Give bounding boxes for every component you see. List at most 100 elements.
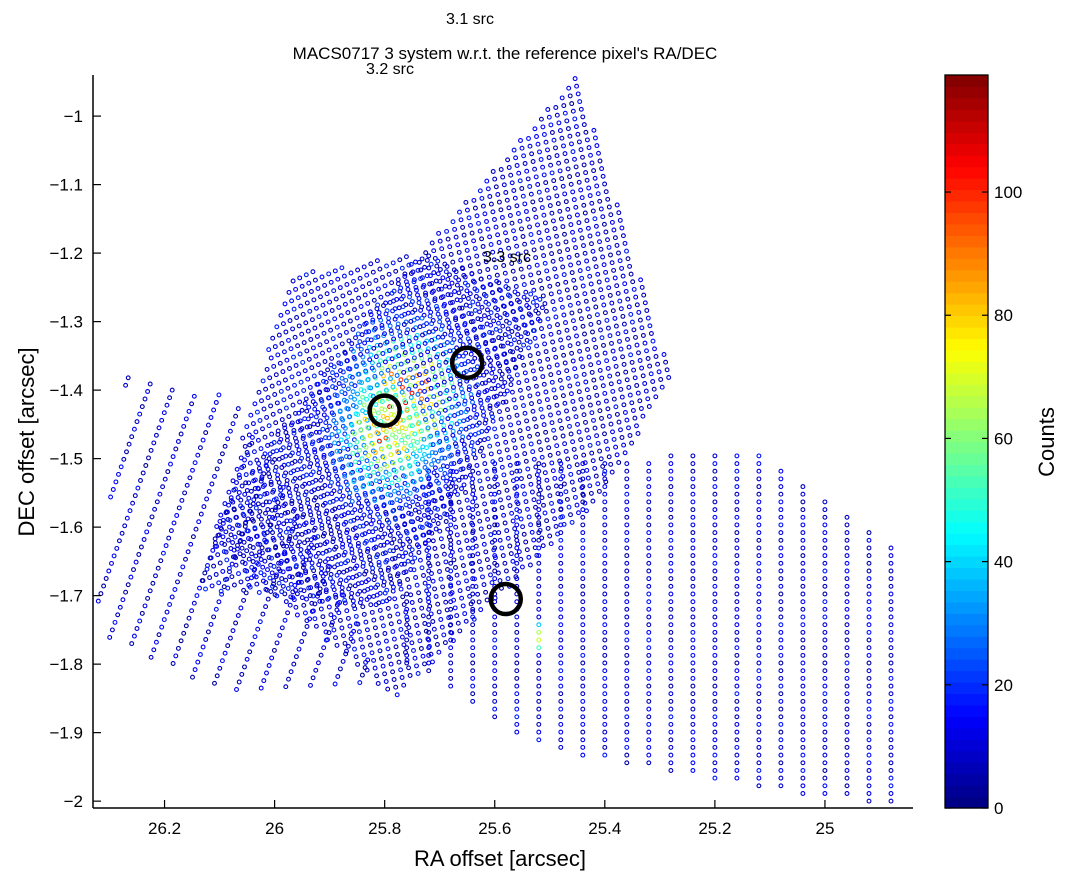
data-point — [306, 545, 312, 551]
data-point — [445, 236, 451, 242]
data-point — [285, 509, 291, 515]
data-point — [690, 606, 696, 612]
data-point — [437, 319, 443, 325]
data-point — [475, 470, 481, 476]
data-point — [457, 305, 463, 311]
data-point — [564, 287, 570, 293]
data-point — [386, 525, 392, 531]
data-point — [515, 297, 520, 303]
data-point — [134, 419, 140, 425]
data-point — [486, 301, 492, 307]
data-point — [459, 314, 465, 319]
data-point — [431, 626, 437, 632]
data-point — [298, 506, 304, 512]
data-point — [354, 363, 359, 369]
data-point — [570, 398, 576, 404]
data-point — [646, 484, 652, 490]
data-point — [426, 491, 432, 497]
data-point — [630, 279, 636, 285]
colorbar-tick-label: 20 — [994, 676, 1013, 695]
data-point — [375, 334, 381, 340]
data-point — [629, 440, 635, 446]
data-point — [163, 543, 169, 549]
data-point — [222, 650, 228, 656]
data-point — [359, 332, 365, 338]
data-point — [616, 210, 622, 216]
data-point — [443, 435, 449, 441]
data-point — [605, 325, 611, 331]
data-point — [240, 435, 246, 441]
data-point — [800, 683, 806, 689]
data-point — [866, 606, 872, 612]
data-point — [570, 439, 576, 445]
data-point — [690, 545, 696, 551]
data-point — [778, 668, 784, 674]
data-point — [190, 534, 196, 540]
data-point — [334, 496, 340, 502]
data-point — [734, 752, 740, 758]
data-point — [351, 278, 356, 284]
data-point — [203, 586, 208, 592]
data-point — [390, 338, 396, 344]
data-point — [492, 560, 498, 566]
data-point — [337, 581, 343, 587]
data-point — [318, 294, 323, 300]
data-point — [844, 591, 850, 597]
data-point — [635, 390, 641, 396]
data-point — [524, 378, 530, 384]
x-axis-ticks: 26.2 26 25.8 25.6 25.4 25.2 25 — [148, 800, 834, 838]
data-point — [555, 241, 561, 247]
data-point — [342, 425, 348, 431]
data-point — [396, 429, 402, 435]
data-point — [427, 273, 433, 279]
data-point — [800, 660, 806, 666]
data-point — [400, 293, 406, 299]
data-point — [512, 365, 518, 371]
data-point — [668, 691, 674, 697]
data-point — [528, 291, 534, 297]
data-point — [389, 556, 395, 562]
data-point — [448, 660, 454, 666]
data-point — [323, 637, 329, 643]
data-point — [249, 517, 255, 522]
data-point — [191, 600, 197, 606]
data-point — [329, 556, 335, 562]
data-point — [822, 660, 828, 666]
data-point — [293, 286, 299, 292]
data-point — [317, 598, 323, 604]
data-point — [690, 568, 696, 574]
data-point — [690, 491, 696, 497]
data-point — [844, 622, 850, 628]
data-point — [519, 145, 525, 151]
data-point — [249, 575, 254, 581]
data-point — [404, 330, 410, 336]
data-point — [392, 364, 398, 370]
data-point — [328, 403, 334, 409]
data-point — [458, 285, 464, 291]
data-point — [342, 597, 348, 603]
data-point — [238, 503, 244, 509]
data-point — [375, 286, 381, 292]
data-point — [533, 255, 539, 261]
data-point — [371, 657, 377, 663]
data-point — [359, 515, 365, 521]
data-point — [602, 591, 608, 597]
data-point — [156, 425, 162, 431]
data-point — [260, 502, 266, 508]
data-point — [624, 652, 630, 658]
data-point — [329, 432, 335, 437]
data-point — [413, 335, 419, 341]
data-point — [734, 698, 740, 704]
data-point — [536, 660, 542, 666]
data-point — [289, 498, 295, 504]
data-point — [173, 446, 179, 452]
data-point — [602, 714, 608, 720]
data-point — [563, 199, 569, 205]
data-point — [546, 445, 552, 451]
data-point — [565, 375, 571, 381]
data-point — [568, 431, 574, 437]
data-point — [519, 186, 525, 191]
data-point — [478, 566, 484, 572]
data-points — [95, 76, 894, 804]
data-point — [408, 342, 414, 348]
